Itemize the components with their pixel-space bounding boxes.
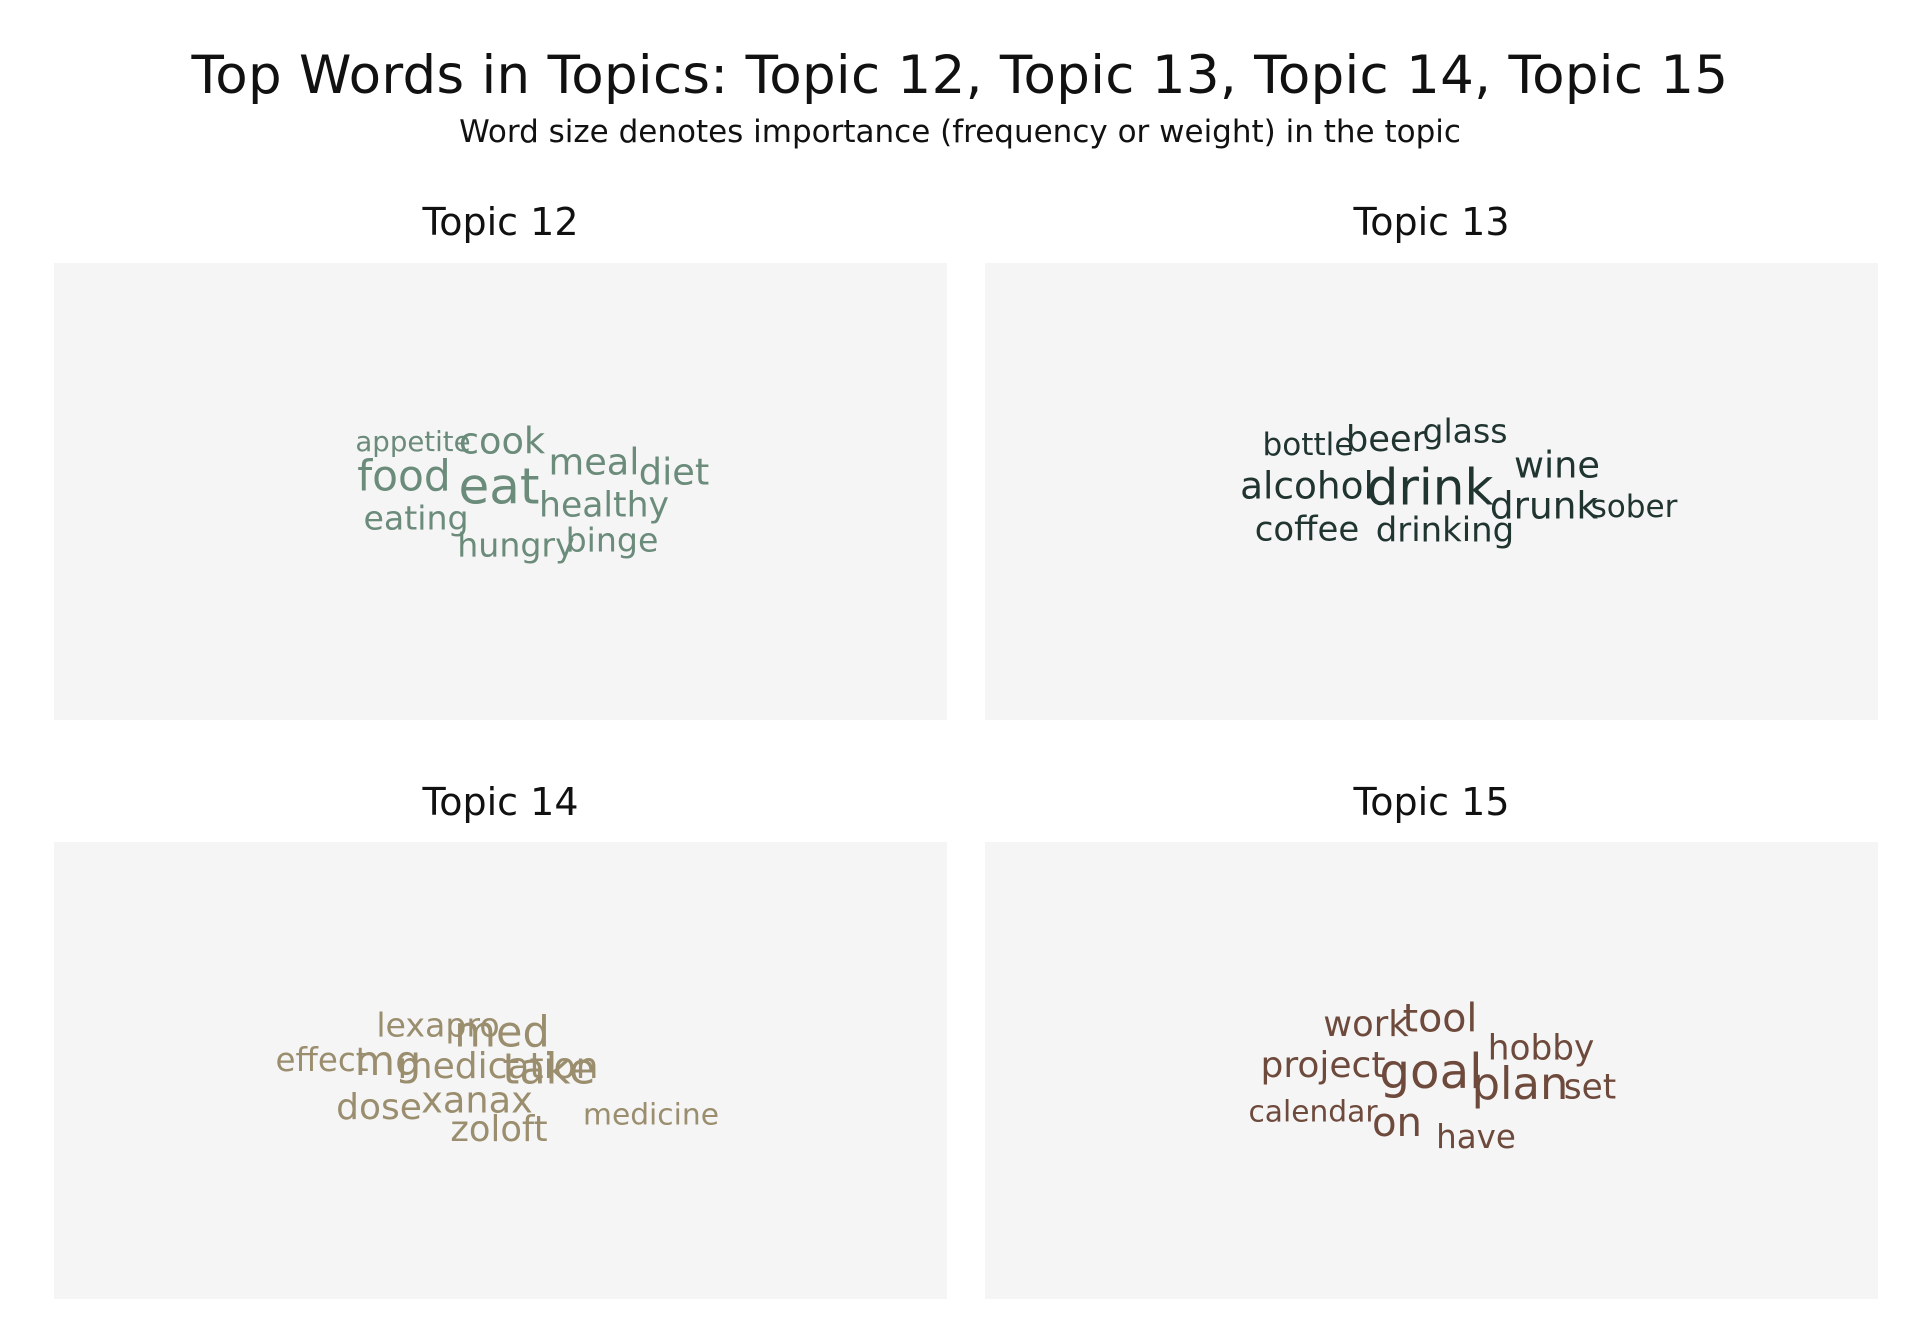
word-eating: eating <box>363 499 468 538</box>
word-project: project <box>1261 1045 1386 1086</box>
word-beer: beer <box>1346 419 1427 460</box>
word-work: work <box>1323 1004 1409 1045</box>
word-drink: drink <box>1367 459 1494 517</box>
wordcloud-panel-topic-15: goal plan tool on project work hobby set have cal… <box>985 842 1878 1299</box>
wordcloud-panel-topic-14: med take mg medication xanax dose zoloft lexapr… <box>54 842 947 1299</box>
word-hungry: hungry <box>457 526 574 565</box>
word-cook: cook <box>459 420 546 463</box>
word-glass: glass <box>1422 412 1507 451</box>
wordcloud-panel-topic-13: drink alcohol drunk wine beer drinking coffee g… <box>985 263 1878 720</box>
word-appetite: appetite <box>355 425 470 458</box>
word-drinking: drinking <box>1376 511 1514 550</box>
wordcloud-panel-topic-12: eat food cook meal diet healthy eating hungry bi… <box>54 263 947 720</box>
word-set: set <box>1564 1068 1616 1108</box>
word-wine: wine <box>1514 444 1600 487</box>
word-zoloft: zoloft <box>450 1109 547 1150</box>
word-food: food <box>357 452 451 501</box>
word-mg: mg <box>355 1037 421 1085</box>
word-med: med <box>454 1008 550 1058</box>
word-healthy: healthy <box>539 486 669 526</box>
word-medicine: medicine <box>583 1098 719 1133</box>
word-alcohol: alcohol <box>1240 464 1374 508</box>
word-diet: diet <box>639 451 709 494</box>
word-plan: plan <box>1472 1057 1569 1110</box>
panel-title-topic-12: Topic 12 <box>422 200 579 244</box>
panel-title-topic-13: Topic 13 <box>1353 200 1510 244</box>
word-tool: tool <box>1403 996 1478 1042</box>
word-on: on <box>1372 1100 1422 1146</box>
word-binge: binge <box>566 521 659 560</box>
word-effect: effect <box>276 1041 369 1079</box>
word-bottle: bottle <box>1263 427 1354 463</box>
word-sober: sober <box>1591 489 1678 525</box>
word-coffee: coffee <box>1255 510 1359 549</box>
word-hobby: hobby <box>1488 1029 1595 1069</box>
word-dose: dose <box>336 1087 422 1128</box>
figure-subtitle: Word size denotes importance (frequency … <box>459 114 1461 150</box>
panel-title-topic-15: Topic 15 <box>1353 780 1510 824</box>
word-calendar: calendar <box>1248 1095 1378 1130</box>
word-have: have <box>1436 1118 1516 1156</box>
word-medication: medication <box>398 1046 599 1087</box>
panel-title-topic-14: Topic 14 <box>422 780 579 824</box>
word-goal: goal <box>1379 1044 1482 1100</box>
word-meal: meal <box>549 441 640 484</box>
figure-title: Top Words in Topics: Topic 12, Topic 13,… <box>191 45 1729 106</box>
word-xanax: xanax <box>421 1079 533 1122</box>
word-take: take <box>502 1045 595 1095</box>
word-lexapro: lexapro <box>376 1006 499 1045</box>
word-eat: eat <box>458 458 539 516</box>
word-drunk: drunk <box>1490 484 1599 528</box>
